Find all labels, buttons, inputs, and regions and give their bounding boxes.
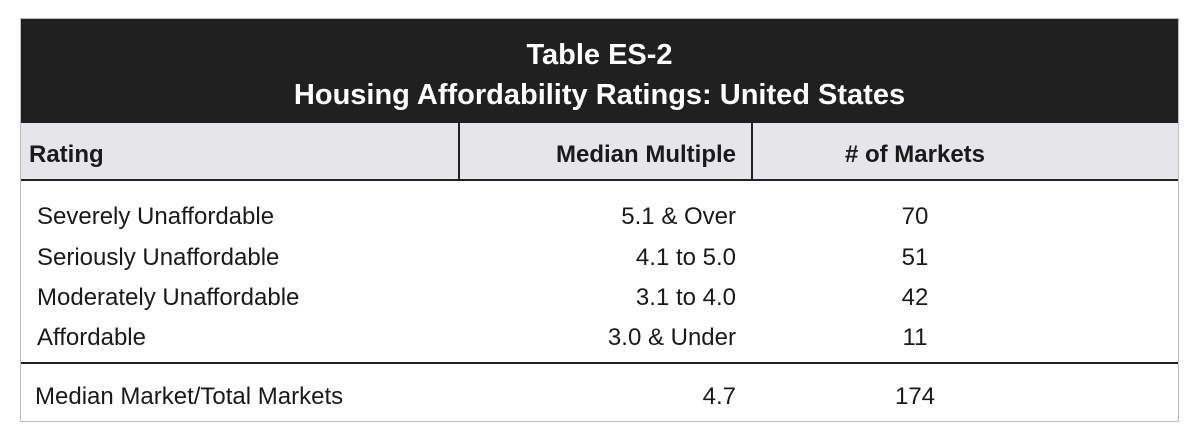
rating-cell: Moderately Unaffordable (37, 284, 300, 311)
summary-label: Median Market/Total Markets (35, 383, 344, 410)
header-rating: Rating (29, 141, 104, 168)
summary-multiple: 4.7 (702, 383, 736, 410)
multiple-cell: 5.1 & Over (621, 203, 736, 230)
multiple-cell: 3.0 & Under (607, 324, 736, 351)
markets-cell: 51 (901, 244, 929, 271)
affordability-table: Table ES-2 Housing Affordability Ratings… (20, 18, 1179, 422)
header-median-multiple: Median Multiple (556, 141, 736, 168)
multiple-cell: 3.1 to 4.0 (635, 284, 736, 311)
markets-cell: 70 (901, 203, 929, 230)
markets-cell: 42 (901, 284, 929, 311)
summary-divider (21, 362, 1178, 364)
rating-cell: Seriously Unaffordable (37, 244, 280, 271)
markets-cell: 11 (902, 324, 928, 351)
multiple-cell: 4.1 to 5.0 (635, 244, 736, 271)
table-subtitle: Housing Affordability Ratings: United St… (293, 79, 906, 111)
table-header-row: Rating Median Multiple # of Markets (21, 123, 1178, 181)
header-markets: # of Markets (844, 141, 986, 168)
summary-markets: 174 (894, 383, 936, 410)
rating-cell: Affordable (37, 324, 146, 351)
column-divider (458, 123, 460, 179)
table-title: Table ES-2 (526, 39, 673, 71)
rating-cell: Severely Unaffordable (37, 203, 275, 230)
table-title-banner: Table ES-2 Housing Affordability Ratings… (21, 19, 1178, 123)
column-divider (751, 123, 753, 179)
